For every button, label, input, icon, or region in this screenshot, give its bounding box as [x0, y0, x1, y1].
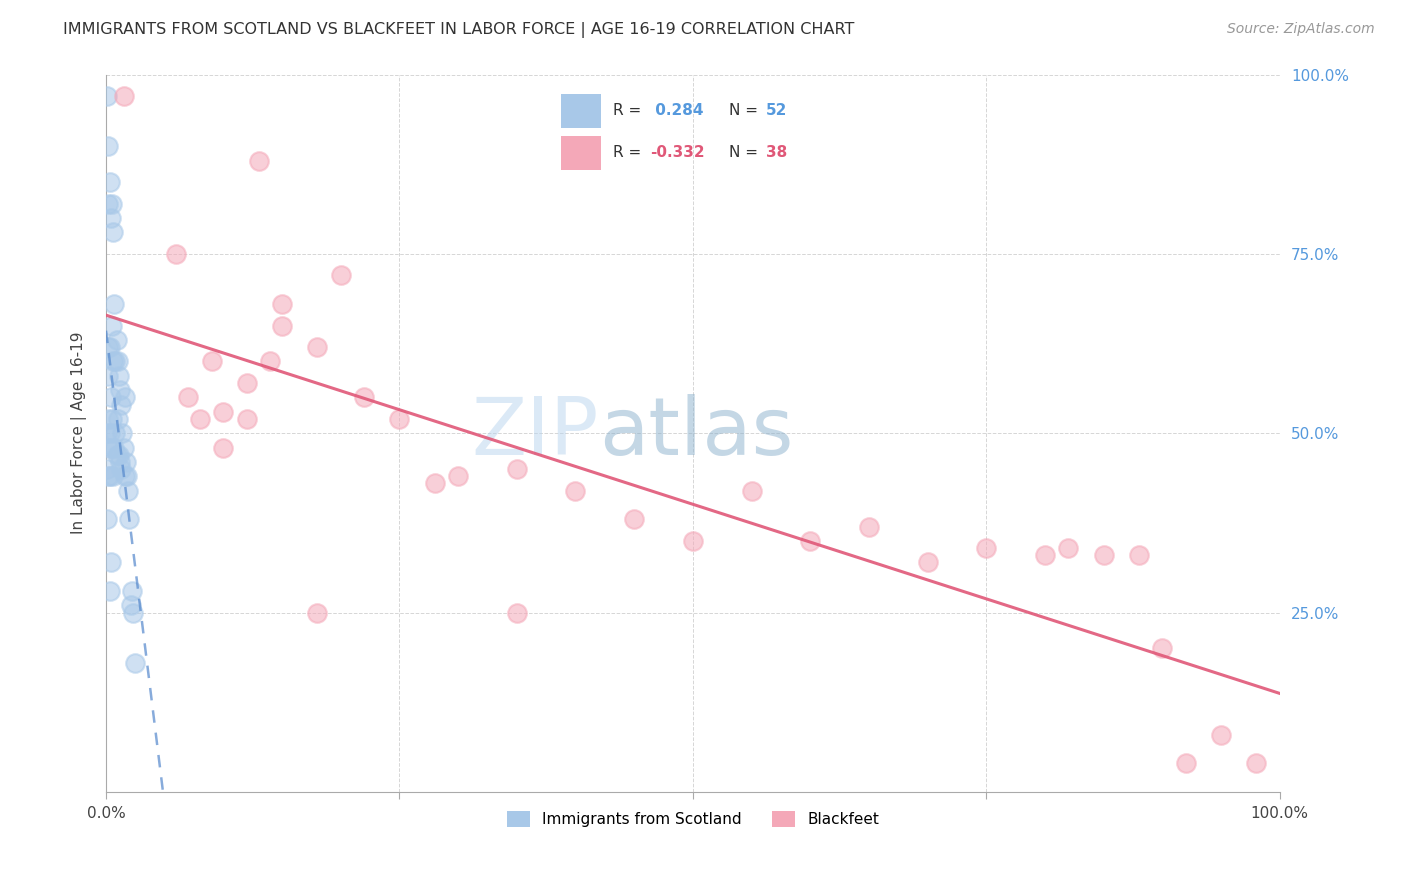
Point [201, 354, 224, 368]
Legend: Immigrants from Scotland, Blackfeet: Immigrants from Scotland, Blackfeet [499, 804, 887, 835]
Point [307, 606, 329, 620]
Point [236, 412, 259, 426]
Point [917, 555, 939, 569]
Point [101, 318, 124, 333]
Point [623, 512, 645, 526]
Point [1033, 548, 1056, 562]
Point [96, 512, 118, 526]
Point [98, 584, 121, 599]
Point [447, 469, 470, 483]
Point [98, 469, 121, 483]
Point [98, 340, 121, 354]
Point [1128, 548, 1150, 562]
Point [122, 606, 145, 620]
Point [98, 175, 121, 189]
Point [1092, 548, 1115, 562]
Point [101, 225, 124, 239]
Point [96, 89, 118, 103]
Point [105, 448, 128, 462]
Point [101, 196, 124, 211]
Point [108, 455, 131, 469]
Point [307, 340, 329, 354]
Point [506, 462, 529, 476]
Point [112, 89, 135, 103]
Point [974, 541, 997, 555]
Text: ZIP: ZIP [471, 394, 599, 472]
Point [108, 368, 131, 383]
Point [98, 426, 121, 441]
Point [120, 599, 142, 613]
Point [97, 340, 120, 354]
Point [117, 483, 139, 498]
Point [212, 405, 235, 419]
Point [1152, 641, 1174, 656]
Point [858, 519, 880, 533]
Point [259, 354, 281, 368]
Point [115, 455, 138, 469]
Point [104, 354, 127, 368]
Point [104, 426, 127, 441]
Point [110, 462, 132, 476]
Point [101, 469, 124, 483]
Point [271, 297, 294, 311]
Point [1057, 541, 1080, 555]
Point [564, 483, 586, 498]
Point [114, 390, 136, 404]
Point [388, 412, 411, 426]
Point [112, 441, 135, 455]
Point [118, 512, 141, 526]
Point [97, 196, 120, 211]
Point [97, 139, 120, 153]
Point [97, 412, 120, 426]
Point [100, 211, 122, 225]
Point [105, 333, 128, 347]
Point [353, 390, 375, 404]
Point [1209, 728, 1232, 742]
Point [108, 383, 131, 397]
Point [212, 441, 235, 455]
Point [114, 469, 136, 483]
Point [103, 297, 125, 311]
Point [121, 584, 143, 599]
Y-axis label: In Labor Force | Age 16-19: In Labor Force | Age 16-19 [72, 332, 87, 534]
Point [97, 469, 120, 483]
Point [110, 398, 132, 412]
Point [101, 441, 124, 455]
Text: atlas: atlas [599, 394, 793, 472]
Text: IMMIGRANTS FROM SCOTLAND VS BLACKFEET IN LABOR FORCE | AGE 16-19 CORRELATION CHA: IMMIGRANTS FROM SCOTLAND VS BLACKFEET IN… [63, 22, 855, 38]
Point [107, 412, 129, 426]
Point [177, 390, 200, 404]
Point [111, 426, 134, 441]
Point [799, 533, 821, 548]
Point [97, 441, 120, 455]
Point [423, 476, 446, 491]
Point [247, 153, 270, 168]
Point [101, 354, 124, 368]
Point [96, 426, 118, 441]
Point [236, 376, 259, 390]
Text: Source: ZipAtlas.com: Source: ZipAtlas.com [1227, 22, 1375, 37]
Point [682, 533, 704, 548]
Point [96, 462, 118, 476]
Point [124, 656, 146, 670]
Point [506, 606, 529, 620]
Point [108, 448, 131, 462]
Point [329, 268, 352, 283]
Point [103, 441, 125, 455]
Point [1174, 756, 1197, 771]
Point [107, 354, 129, 368]
Point [100, 390, 122, 404]
Point [1244, 756, 1267, 771]
Point [115, 469, 138, 483]
Point [271, 318, 294, 333]
Point [97, 368, 120, 383]
Point [100, 555, 122, 569]
Point [188, 412, 211, 426]
Point [165, 247, 187, 261]
Point [741, 483, 763, 498]
Point [101, 412, 124, 426]
